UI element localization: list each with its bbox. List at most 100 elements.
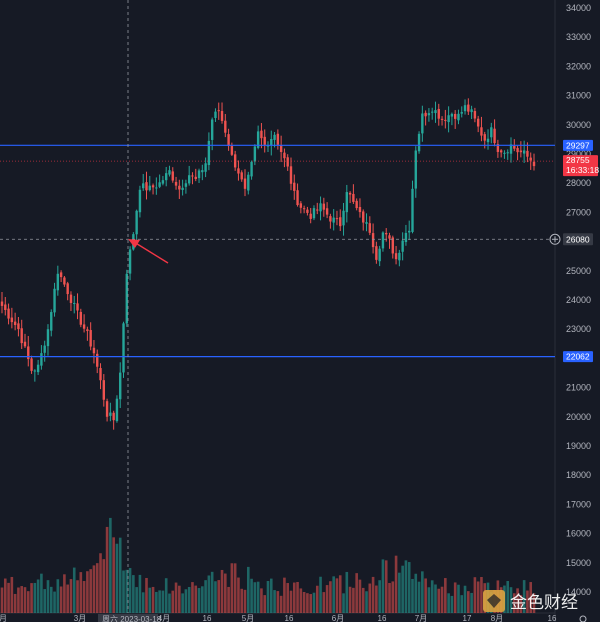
volume-bar <box>404 560 408 613</box>
candle-body <box>253 146 257 162</box>
watermark-logo-mark <box>487 594 501 608</box>
candle-body <box>306 209 309 213</box>
volume-bar <box>430 580 434 613</box>
candle-body <box>394 253 398 260</box>
candle-body <box>10 317 14 323</box>
volume-bar <box>296 581 299 613</box>
annotation-arrow[interactable] <box>128 239 169 264</box>
volume-bars <box>0 517 536 613</box>
candle-body <box>50 312 53 331</box>
volume-bar <box>263 595 267 613</box>
candle-body <box>122 323 125 373</box>
volume-bar <box>76 580 79 613</box>
volume-bar <box>519 595 523 613</box>
candle-body <box>371 233 375 248</box>
candle-body <box>309 213 312 219</box>
resistance-price-tag: 29297 <box>563 139 593 151</box>
price-tick-label: 33000 <box>566 32 591 42</box>
time-tick-label: 16 <box>378 614 387 622</box>
volume-bar <box>388 583 391 613</box>
candle-body <box>529 157 532 161</box>
candle-body <box>201 170 204 173</box>
candle-body <box>473 111 477 119</box>
candle-body <box>20 328 23 344</box>
price-tick-label: 24000 <box>566 295 591 305</box>
volume-bar <box>115 543 119 613</box>
candle-body <box>112 412 115 421</box>
candle-body <box>299 203 303 208</box>
candle-body <box>207 140 211 165</box>
volume-bar <box>325 585 329 613</box>
volume-bar <box>273 590 276 613</box>
candle-body <box>0 301 4 306</box>
candle-body <box>63 277 66 285</box>
candle-body <box>368 223 372 233</box>
candle-body <box>125 273 128 324</box>
volume-bar <box>128 568 132 613</box>
gear-icon[interactable] <box>579 615 587 622</box>
candle-body <box>76 303 79 311</box>
volume-bar <box>82 581 86 613</box>
volume-bar <box>391 581 395 613</box>
volume-bar <box>40 573 43 613</box>
volume-bar <box>260 588 263 613</box>
volume-bar <box>138 574 142 613</box>
candle-body <box>69 294 73 303</box>
volume-bar <box>197 588 201 613</box>
volume-bar <box>355 573 358 613</box>
candle-body <box>411 188 414 232</box>
candle-body <box>99 368 102 381</box>
candle-body <box>260 130 263 139</box>
price-tick-label: 32000 <box>566 61 591 71</box>
volume-bar <box>302 591 306 613</box>
candle-body <box>174 181 178 186</box>
volume-bar <box>13 593 17 613</box>
candle-body <box>365 222 368 224</box>
candle-body <box>247 174 250 191</box>
volume-bar <box>463 585 467 613</box>
candle-body <box>27 346 30 360</box>
candle-body <box>381 232 385 249</box>
candle-body <box>96 353 99 367</box>
crosshair-price-label: 26080 <box>566 234 590 244</box>
candle-body <box>430 111 434 113</box>
crosshair-price-tag: 26080 <box>549 233 593 246</box>
candle-body <box>319 203 322 212</box>
volume-bar <box>30 583 33 613</box>
volume-bar <box>279 595 283 613</box>
candle-body <box>86 329 89 332</box>
candle-body <box>40 353 43 366</box>
candle-body <box>513 146 516 149</box>
candle-body <box>453 113 457 119</box>
candle-body <box>322 203 326 210</box>
volume-bar <box>460 595 464 613</box>
price-tick-label: 20000 <box>566 412 591 422</box>
volume-bar <box>102 559 106 613</box>
volume-bar <box>453 582 457 613</box>
candle-body <box>155 187 158 189</box>
volume-bar <box>417 581 421 613</box>
volume-bar <box>220 569 224 613</box>
candle-body <box>417 133 421 152</box>
candle-body <box>237 168 240 174</box>
candle-body <box>220 111 224 121</box>
candle-body <box>187 175 191 184</box>
volume-bar <box>411 578 414 613</box>
candle-body <box>408 230 411 233</box>
candle-body <box>53 288 56 313</box>
candle-body <box>119 372 122 400</box>
volume-bar <box>181 593 184 613</box>
candle-body <box>109 412 112 416</box>
volume-bar <box>17 587 20 613</box>
volume-bar <box>512 593 516 613</box>
volume-bar <box>516 588 519 613</box>
candle-body <box>388 235 391 239</box>
candle-body <box>460 112 463 114</box>
volume-bar <box>250 578 253 613</box>
volume-bar <box>480 577 483 613</box>
time-axis-settings[interactable] <box>579 615 587 622</box>
candle-body <box>217 110 220 112</box>
volume-bar <box>335 578 339 613</box>
candle-body <box>82 324 86 329</box>
